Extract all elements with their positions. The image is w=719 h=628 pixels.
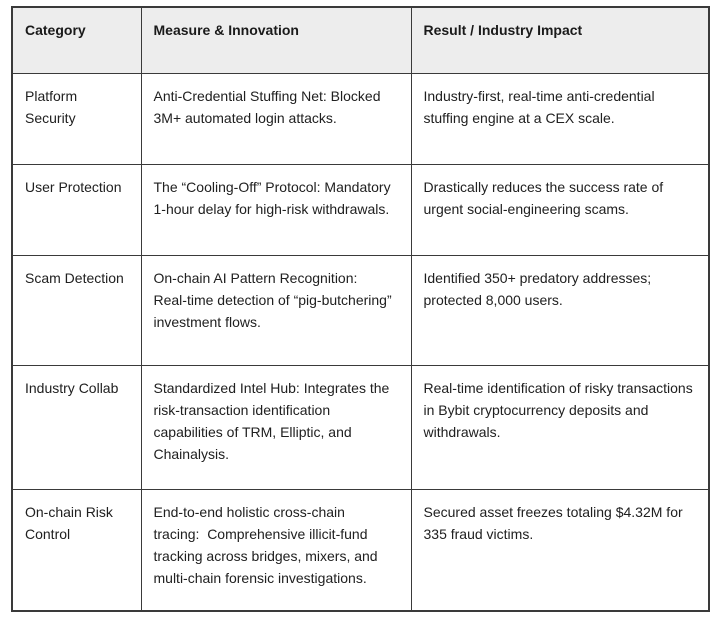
header-row: Category Measure & Innovation Result / I… [11,6,710,74]
table-row: On-chain Risk Control End-to-end holisti… [11,488,710,612]
security-measures-table: Category Measure & Innovation Result / I… [11,6,710,612]
column-header-category: Category [11,6,142,74]
category-cell: Scam Detection [11,254,142,366]
table-row: Industry Collab Standardized Intel Hub: … [11,364,710,490]
result-cell: Industry-first, real-time anti-credentia… [410,72,710,165]
measure-cell: Anti-Credential Stuffing Net: Blocked 3M… [140,72,412,165]
measure-cell: The “Cooling-Off” Protocol: Mandatory 1-… [140,163,412,256]
category-cell: User Protection [11,163,142,256]
result-cell: Drastically reduces the success rate of … [410,163,710,256]
measure-cell: On-chain AI Pattern Recognition: Real-ti… [140,254,412,366]
table-row: Platform Security Anti-Credential Stuffi… [11,72,710,165]
column-header-result: Result / Industry Impact [410,6,710,74]
category-cell: Platform Security [11,72,142,165]
result-cell: Real-time identification of risky transa… [410,364,710,490]
column-header-measure: Measure & Innovation [140,6,412,74]
table-row: User Protection The “Cooling-Off” Protoc… [11,163,710,256]
measure-cell: End-to-end holistic cross-chain tracing:… [140,488,412,612]
result-cell: Secured asset freezes totaling $4.32M fo… [410,488,710,612]
table-row: Scam Detection On-chain AI Pattern Recog… [11,254,710,366]
measure-cell: Standardized Intel Hub: Integrates the r… [140,364,412,490]
result-cell: Identified 350+ predatory addresses; pro… [410,254,710,366]
category-cell: Industry Collab [11,364,142,490]
category-cell: On-chain Risk Control [11,488,142,612]
